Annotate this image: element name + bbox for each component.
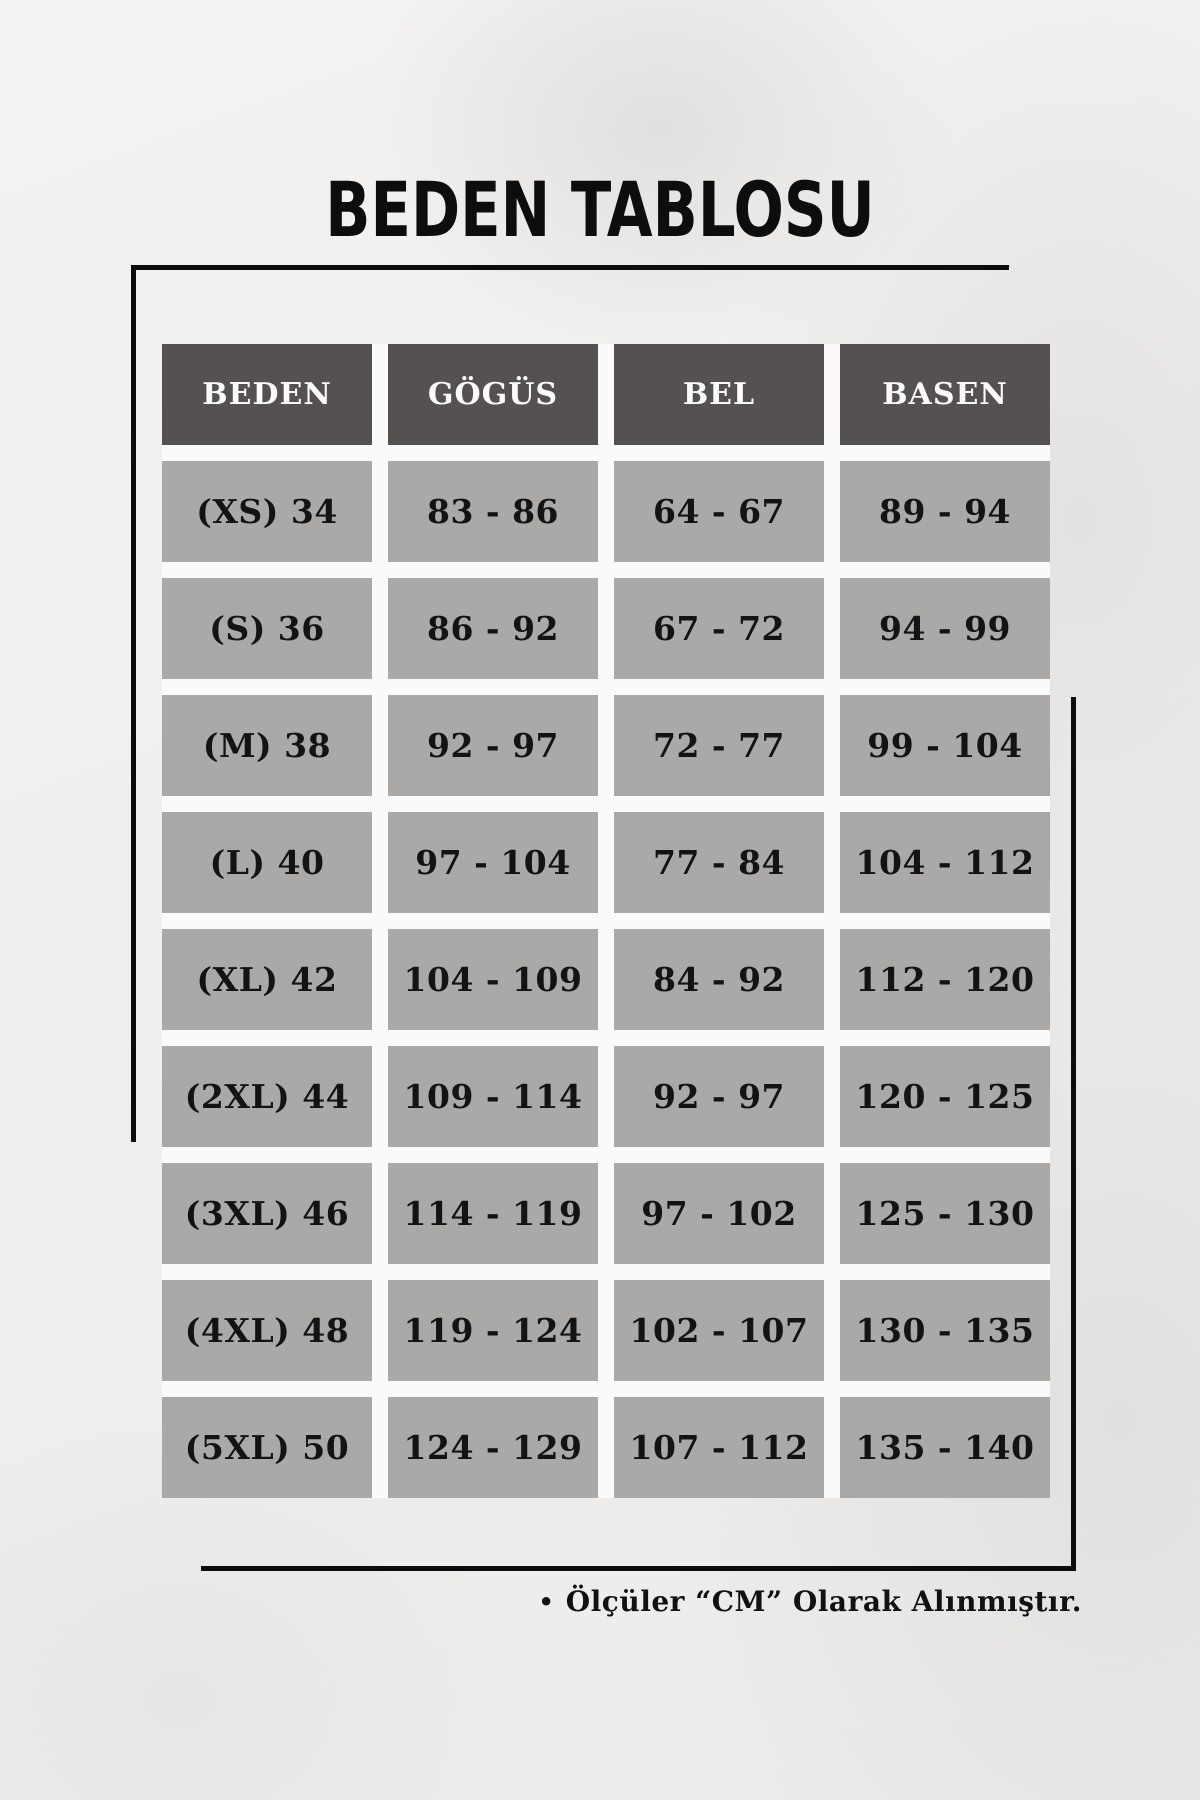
- size-cell-row8: (4XL) 48: [162, 1280, 372, 1381]
- measurement-note: • Ölçüler “CM” Olarak Alınmıştır.: [538, 1585, 1082, 1618]
- frame-line-left: [131, 265, 136, 1142]
- size-cell-row1: (XS) 34: [162, 461, 372, 562]
- table-cell: 94 - 99: [840, 578, 1050, 679]
- table-cell: 86 - 92: [388, 578, 598, 679]
- table-cell: 77 - 84: [614, 812, 824, 913]
- table-cell: 67 - 72: [614, 578, 824, 679]
- table-cell: 125 - 130: [840, 1163, 1050, 1264]
- table-cell: 92 - 97: [388, 695, 598, 796]
- table-cell: 112 - 120: [840, 929, 1050, 1030]
- table-cell: 109 - 114: [388, 1046, 598, 1147]
- header-cell-basen: BASEN: [840, 344, 1050, 445]
- frame-line-bottom: [201, 1566, 1076, 1571]
- frame-line-right: [1071, 697, 1076, 1571]
- page-title: BEDEN TABLOSU: [325, 165, 875, 254]
- table-cell: 89 - 94: [840, 461, 1050, 562]
- size-cell-row2: (S) 36: [162, 578, 372, 679]
- table-cell: 72 - 77: [614, 695, 824, 796]
- table-cell: 84 - 92: [614, 929, 824, 1030]
- table-cell: 99 - 104: [840, 695, 1050, 796]
- table-cell: 135 - 140: [840, 1397, 1050, 1498]
- note-text: Ölçüler “CM” Olarak Alınmıştır.: [565, 1585, 1082, 1618]
- header-cell-beden: BEDEN: [162, 344, 372, 445]
- note-bullet: •: [538, 1587, 554, 1616]
- table-cell: 102 - 107: [614, 1280, 824, 1381]
- table-cell: 114 - 119: [388, 1163, 598, 1264]
- size-cell-row5: (XL) 42: [162, 929, 372, 1030]
- header-cell-bel: BEL: [614, 344, 824, 445]
- size-cell-row3: (M) 38: [162, 695, 372, 796]
- table-cell: 107 - 112: [614, 1397, 824, 1498]
- table-cell: 97 - 104: [388, 812, 598, 913]
- table-cell: 120 - 125: [840, 1046, 1050, 1147]
- size-table: BEDEN GÖGÜS BEL BASEN (XS) 34 83 - 86 64 - 67 8…: [162, 344, 1050, 1498]
- size-cell-row6: (2XL) 44: [162, 1046, 372, 1147]
- table-cell: 130 - 135: [840, 1280, 1050, 1381]
- table-cell: 104 - 112: [840, 812, 1050, 913]
- size-cell-row7: (3XL) 46: [162, 1163, 372, 1264]
- table-cell: 64 - 67: [614, 461, 824, 562]
- size-cell-row4: (L) 40: [162, 812, 372, 913]
- table-cell: 83 - 86: [388, 461, 598, 562]
- frame-line-top: [131, 265, 1009, 270]
- size-cell-row9: (5XL) 50: [162, 1397, 372, 1498]
- header-cell-gogus: GÖGÜS: [388, 344, 598, 445]
- table-cell: 92 - 97: [614, 1046, 824, 1147]
- table-cell: 104 - 109: [388, 929, 598, 1030]
- table-cell: 124 - 129: [388, 1397, 598, 1498]
- table-cell: 119 - 124: [388, 1280, 598, 1381]
- table-cell: 97 - 102: [614, 1163, 824, 1264]
